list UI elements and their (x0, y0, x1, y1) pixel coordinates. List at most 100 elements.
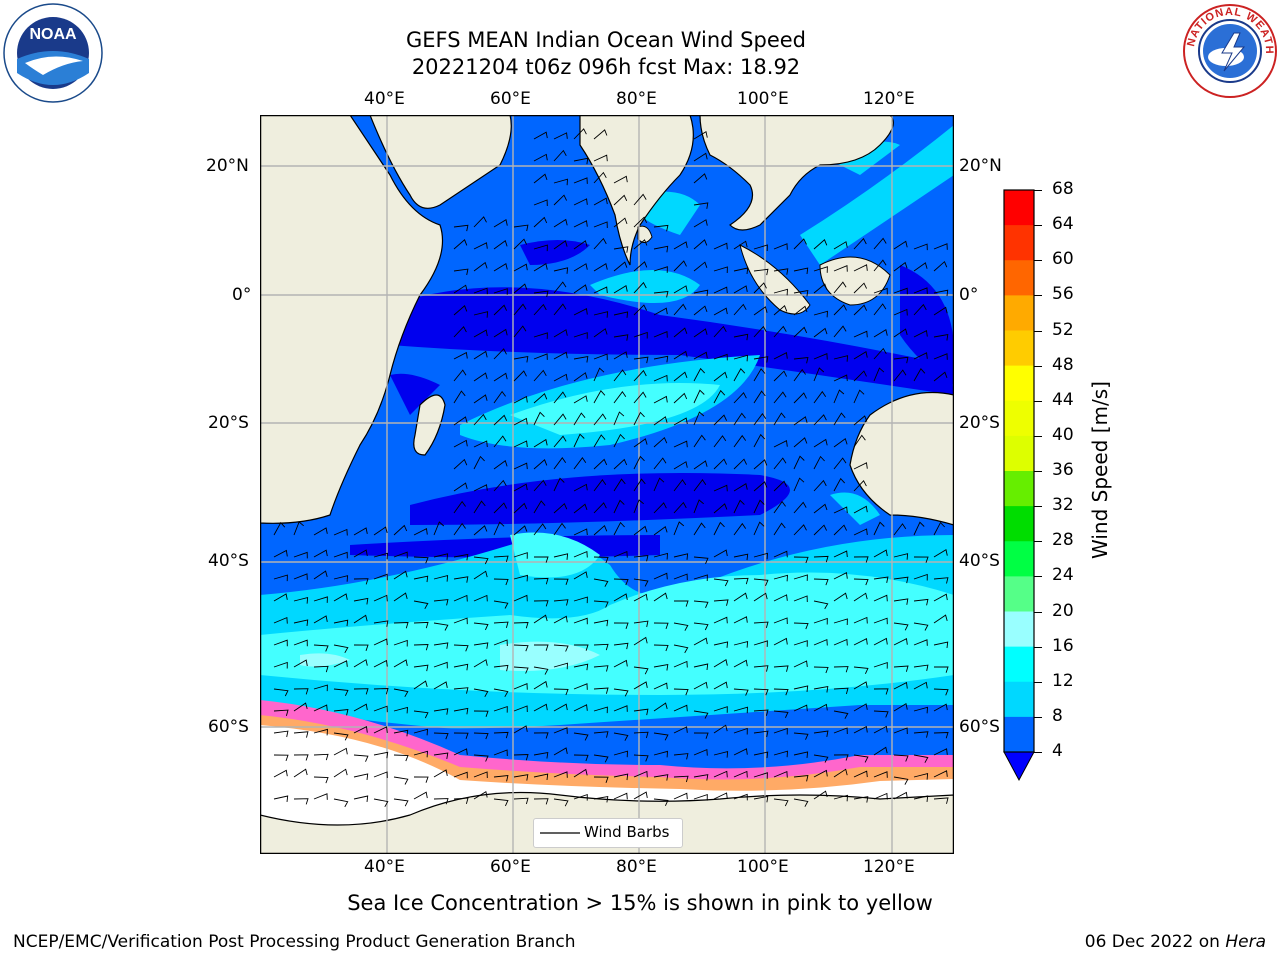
wind-barb (553, 457, 567, 470)
wind-barb (773, 457, 787, 470)
wind-barb (893, 553, 909, 560)
wind-barb (533, 600, 549, 607)
wind-barb (533, 216, 548, 228)
wind-barb (753, 592, 768, 602)
wind-barb (573, 220, 588, 228)
wind-barb (553, 477, 565, 492)
wind-barb (533, 703, 548, 712)
wind-barb (673, 775, 689, 783)
wind-barb (813, 438, 828, 448)
colorbar-tick-label: 4 (1052, 741, 1063, 761)
wind-barb (493, 798, 509, 807)
wind-barb (353, 644, 369, 651)
wind-barb (313, 527, 328, 536)
wind-barb (533, 666, 549, 675)
wind-barb (373, 771, 388, 779)
wind-barb (353, 795, 369, 802)
wind-barb (833, 304, 847, 316)
wind-barb (933, 334, 949, 341)
wind-barb (533, 732, 549, 739)
wind-barb (473, 500, 486, 514)
wind-barb (413, 644, 429, 651)
wind-barb (493, 774, 509, 782)
wind-barb (873, 549, 888, 558)
colorbar-segment (1004, 295, 1034, 331)
wind-barb (773, 710, 789, 718)
wind-barb (293, 597, 309, 604)
colorbar-tick-label: 44 (1052, 389, 1074, 410)
wind-barb (613, 411, 625, 426)
wind-barb (433, 661, 448, 669)
wind-barb (533, 556, 549, 563)
wind-barb (533, 332, 548, 339)
wind-barb (813, 367, 825, 382)
wind-barb (573, 157, 589, 165)
wind-barb (513, 440, 528, 448)
wind-barb (613, 773, 629, 781)
wind-barb (633, 708, 649, 716)
wind-barb (813, 283, 828, 294)
colorbar-tick-label: 16 (1052, 635, 1074, 656)
wind-barb (673, 501, 687, 514)
wind-barb (653, 477, 665, 492)
map-title-line1: GEFS MEAN Indian Ocean Wind Speed (405, 28, 807, 52)
wind-barb (593, 197, 608, 206)
wind-barb (553, 435, 567, 448)
wind-barb (473, 413, 487, 426)
wind-barb (533, 438, 548, 448)
wind-barb (593, 502, 607, 514)
wind-barb (893, 328, 908, 338)
wind-barb (453, 748, 468, 756)
wind-barb (513, 462, 528, 470)
wind-barb (673, 753, 689, 760)
wind-barb (313, 570, 328, 580)
wind-barb (633, 438, 648, 448)
wind-barb (733, 499, 745, 514)
wind-barb (473, 688, 489, 698)
wind-barb (813, 555, 829, 563)
wind-barb (753, 306, 768, 316)
wind-barb (613, 499, 625, 514)
footer-host: Hera (1225, 932, 1266, 952)
lat-tick-left-20s: 20°S (208, 413, 249, 433)
wind-barb (373, 659, 388, 668)
wind-barb (733, 285, 748, 294)
colorbar-segment (1004, 716, 1034, 753)
wind-barb (313, 596, 328, 603)
wind-barb (753, 413, 767, 426)
footer-date: 06 Dec 2022 on Hera (1085, 932, 1266, 952)
wind-barb (553, 502, 568, 514)
wind-barb (393, 706, 408, 714)
wind-barb (273, 549, 288, 558)
wind-barb (673, 350, 688, 360)
wind-barb (793, 574, 808, 581)
wind-barb (533, 614, 548, 624)
wind-barb (693, 152, 708, 162)
wind-barb (853, 616, 868, 624)
wind-barb (433, 798, 449, 805)
wind-barb (913, 368, 926, 382)
wind-barb (633, 554, 649, 562)
wind-barb (333, 551, 348, 559)
wind-barb (653, 774, 669, 781)
wind-barb (453, 224, 469, 232)
wind-barb (673, 792, 688, 800)
wind-barb (733, 412, 746, 426)
wind-barb (633, 455, 645, 470)
wind-barb (593, 578, 609, 587)
wind-barb (493, 348, 507, 360)
southeast-asia-land (699, 115, 894, 231)
wind-barb (373, 688, 389, 695)
wind-barb (733, 793, 748, 801)
wind-barb (453, 390, 466, 404)
wind-barb (753, 268, 769, 276)
wind-barb (853, 370, 867, 382)
wind-barb (813, 353, 828, 360)
africa-land (260, 115, 444, 524)
wind-barb (673, 327, 688, 338)
wind-barb (933, 797, 949, 804)
wind-barb (613, 284, 628, 294)
wind-barb (813, 666, 829, 674)
wind-barb (713, 266, 728, 274)
wind-barb (773, 325, 787, 338)
